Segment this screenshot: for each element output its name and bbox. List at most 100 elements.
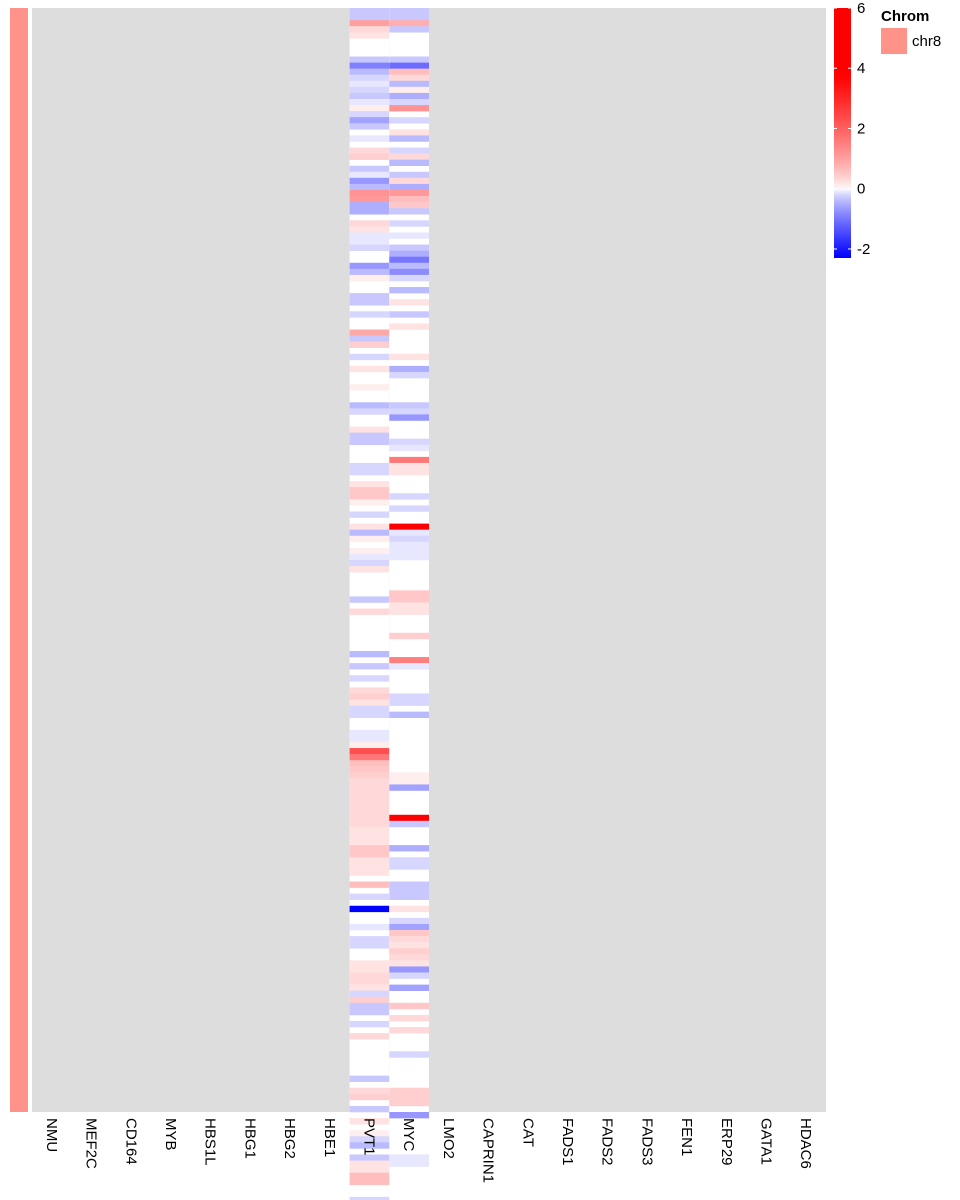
heatmap-cell [349, 511, 390, 518]
heatmap-cell [349, 1105, 390, 1113]
column-label: MYB [162, 1118, 179, 1151]
heatmap-cell [349, 748, 390, 755]
heatmap-cell [349, 438, 390, 446]
column-label: ERP29 [718, 1118, 735, 1166]
heatmap-cell [349, 20, 390, 27]
heatmap-cell [389, 129, 429, 136]
heatmap-cell [349, 820, 390, 828]
heatmap-cell [349, 123, 390, 130]
column-label: MYC [400, 1118, 417, 1152]
heatmap-cell [349, 153, 390, 160]
heatmap-cell [349, 978, 390, 985]
heatmap-cell [389, 105, 429, 112]
heatmap-cell [349, 699, 390, 706]
heatmap-cell [349, 493, 390, 500]
heatmap-cell [389, 153, 429, 160]
heatmap-cell [349, 560, 390, 567]
heatmap-cell [349, 26, 390, 33]
heatmap-cell [349, 1021, 390, 1028]
heatmap-cell [349, 608, 390, 615]
heatmap-cell [389, 462, 429, 470]
heatmap-cell [389, 323, 429, 330]
heatmap-cell [389, 923, 429, 931]
heatmap-cell [389, 523, 429, 530]
heatmap-cell [389, 414, 429, 421]
heatmap-cell [389, 541, 429, 549]
heatmap-cell [349, 196, 390, 203]
scale-tick-label: 2 [857, 120, 865, 137]
heatmap-cell [389, 529, 429, 537]
heatmap-cell [389, 1087, 429, 1095]
heatmap-cell [349, 687, 390, 694]
heatmap-cell [349, 966, 390, 973]
heatmap-cell [349, 705, 390, 712]
heatmap-cell [349, 202, 390, 209]
heatmap-cell [349, 244, 390, 251]
heatmap-cell [349, 529, 390, 537]
scale-tick-label: 4 [857, 60, 865, 77]
heatmap-cell [349, 535, 390, 543]
heatmap-cell [389, 493, 429, 500]
heatmap-cell [389, 8, 429, 15]
heatmap-cell [349, 1130, 390, 1137]
heatmap-cell [349, 432, 390, 439]
heatmap-cell [389, 438, 429, 446]
column-label: FADS2 [599, 1118, 616, 1166]
scale-tick-label: 6 [857, 0, 865, 17]
heatmap-cell [349, 547, 390, 555]
heatmap-cell [349, 1087, 390, 1095]
heatmap-cell [349, 341, 390, 348]
column-label: CD164 [122, 1118, 139, 1165]
annotation-legend-swatch [881, 28, 907, 54]
heatmap-cell [389, 268, 429, 276]
heatmap-cell [349, 335, 390, 342]
heatmap-cell [349, 238, 390, 245]
heatmap-cell [349, 311, 390, 318]
heatmap-cell [349, 566, 390, 573]
heatmap-cell [389, 274, 429, 282]
heatmap-cell [349, 675, 390, 682]
heatmap-cell [349, 86, 390, 94]
heatmap-cell [349, 893, 390, 900]
heatmap-cell [389, 98, 429, 106]
heatmap-cell [349, 56, 390, 63]
heatmap-cell [349, 1196, 390, 1200]
heatmap-cell [349, 936, 390, 943]
heatmap-cell [389, 608, 429, 615]
heatmap-cell [389, 942, 429, 949]
heatmap-cell [349, 772, 390, 779]
heatmap-cell [349, 851, 390, 858]
heatmap-cell [389, 857, 429, 864]
heatmap-cell [389, 56, 429, 63]
heatmap-cell [389, 402, 429, 409]
heatmap-cell [349, 735, 390, 743]
column-label: NMU [43, 1118, 60, 1152]
heatmap-cell [389, 893, 429, 900]
heatmap-cell [389, 287, 429, 294]
heatmap-cell [349, 1008, 390, 1016]
annotation-legend: Chrom chr8 [881, 8, 941, 54]
heatmap-cell [389, 966, 429, 973]
heatmap-cell [349, 923, 390, 931]
heatmap-cell [349, 274, 390, 282]
heatmap-cell [389, 469, 429, 476]
heatmap-cell [389, 1027, 429, 1034]
color-scale-bar [834, 8, 851, 258]
heatmap-cell [349, 1136, 390, 1143]
heatmap-cell [349, 293, 390, 300]
heatmap-cell [389, 62, 429, 69]
heatmap-cell [349, 426, 390, 433]
heatmap-cell [349, 111, 390, 118]
heatmap-cell [349, 1118, 390, 1125]
heatmap-cell [389, 632, 429, 640]
heatmap-cell [389, 905, 429, 913]
heatmap-cell [389, 663, 429, 670]
heatmap-cell [349, 481, 390, 488]
heatmap-cell [349, 741, 390, 749]
heatmap-cell [389, 1154, 429, 1161]
heatmap-cell [349, 1033, 390, 1040]
scale-tick-label: 0 [857, 181, 865, 198]
heatmap-cell [349, 365, 390, 373]
heatmap-cell [349, 147, 390, 154]
heatmap-cell [349, 790, 390, 797]
